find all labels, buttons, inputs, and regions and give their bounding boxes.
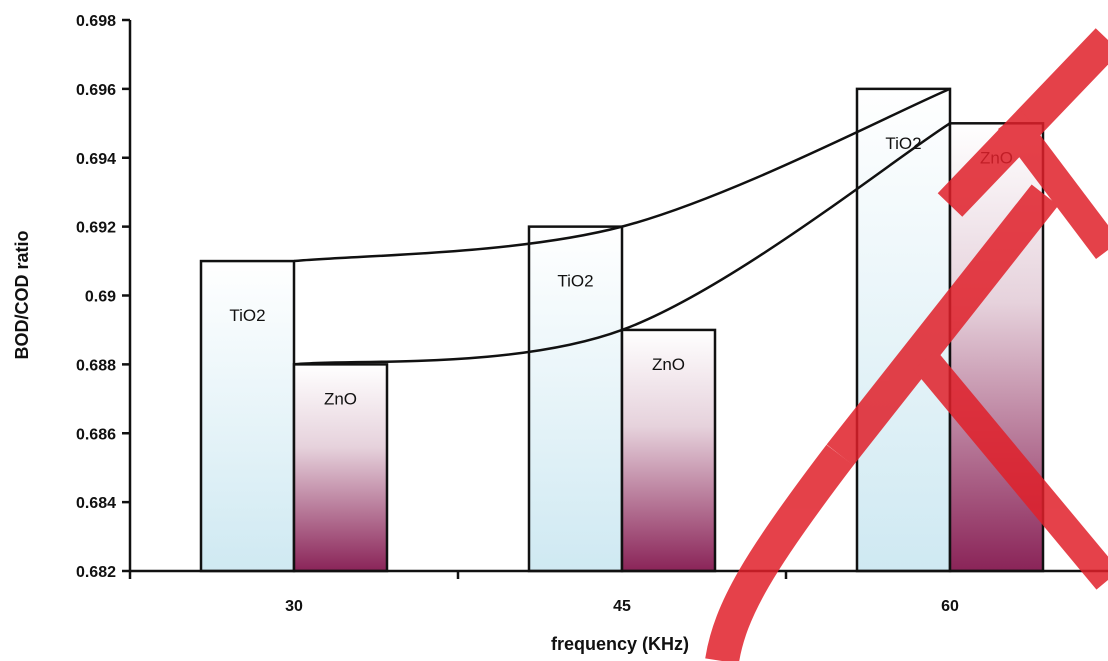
x-tick-label: 30 — [285, 598, 303, 615]
y-tick-label: 0.682 — [76, 564, 116, 581]
watermark-stroke — [705, 444, 854, 661]
y-tick-label: 0.696 — [76, 82, 116, 99]
bar-tio2-45 — [527, 225, 624, 573]
y-tick-label: 0.684 — [76, 495, 116, 512]
watermark-stamp — [705, 28, 1108, 661]
y-axis-title: BOD/COD ratio — [12, 230, 32, 359]
bar-label-zno-30: ZnO — [324, 389, 357, 408]
watermark-stroke — [913, 350, 1108, 590]
y-tick-label: 0.686 — [76, 426, 116, 443]
watermark-stroke — [998, 110, 1108, 260]
x-axis-title: frequency (KHz) — [551, 634, 689, 654]
axes-layer: 0.682 0.684 0.686 0.688 0.69 0.692 0.694 0.696 0… — [76, 13, 1108, 615]
bar-tio2-30 — [199, 259, 296, 573]
y-tick-label: 0.698 — [76, 13, 116, 30]
x-tick-label: 60 — [941, 598, 959, 615]
trendline-tio2 — [293, 87, 951, 263]
y-tick-label: 0.694 — [76, 151, 116, 168]
bar-label-tio2-60: TiO2 — [885, 134, 921, 153]
trendlines-layer — [293, 87, 951, 366]
y-tick-label: 0.688 — [76, 357, 116, 374]
y-tick-label: 0.69 — [85, 289, 116, 306]
x-tick-label: 45 — [613, 598, 631, 615]
bar-label-tio2-30: TiO2 — [229, 306, 265, 325]
watermark-stroke — [826, 184, 1059, 466]
trendline-zno — [293, 122, 951, 366]
bar-label-tio2-45: TiO2 — [557, 272, 593, 291]
bar-zno-30 — [292, 363, 389, 573]
bar-label-zno-45: ZnO — [652, 355, 685, 374]
y-tick-label: 0.692 — [76, 220, 116, 237]
